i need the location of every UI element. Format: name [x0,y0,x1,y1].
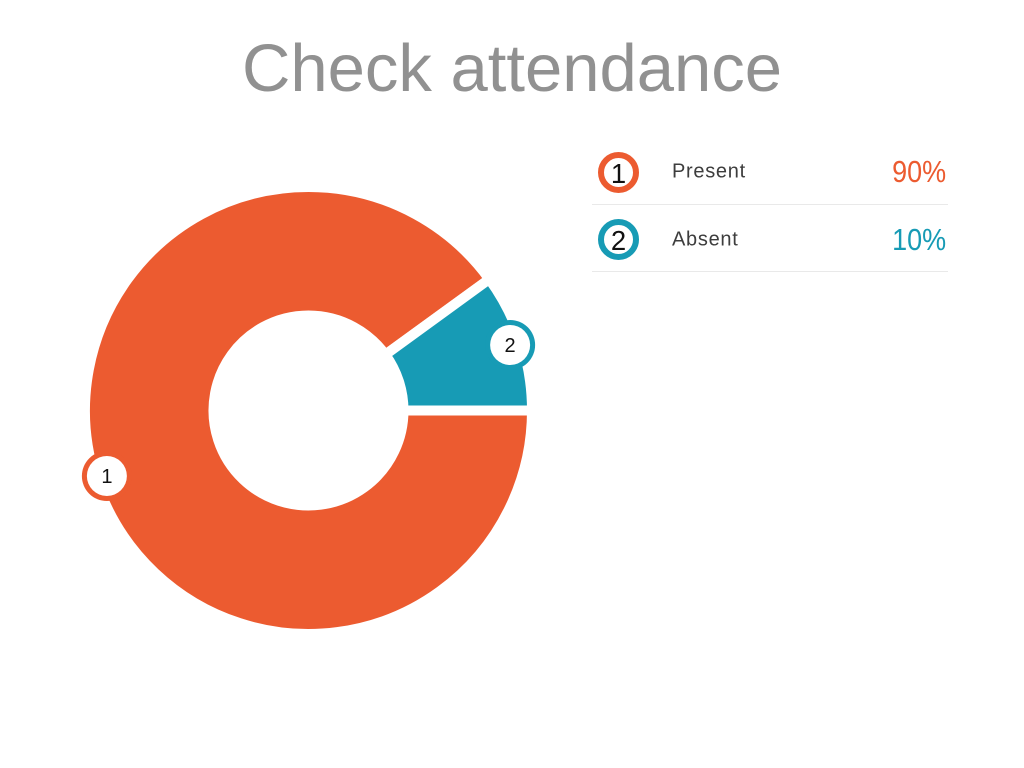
svg-text:2: 2 [505,335,516,357]
svg-text:1: 1 [101,466,112,488]
